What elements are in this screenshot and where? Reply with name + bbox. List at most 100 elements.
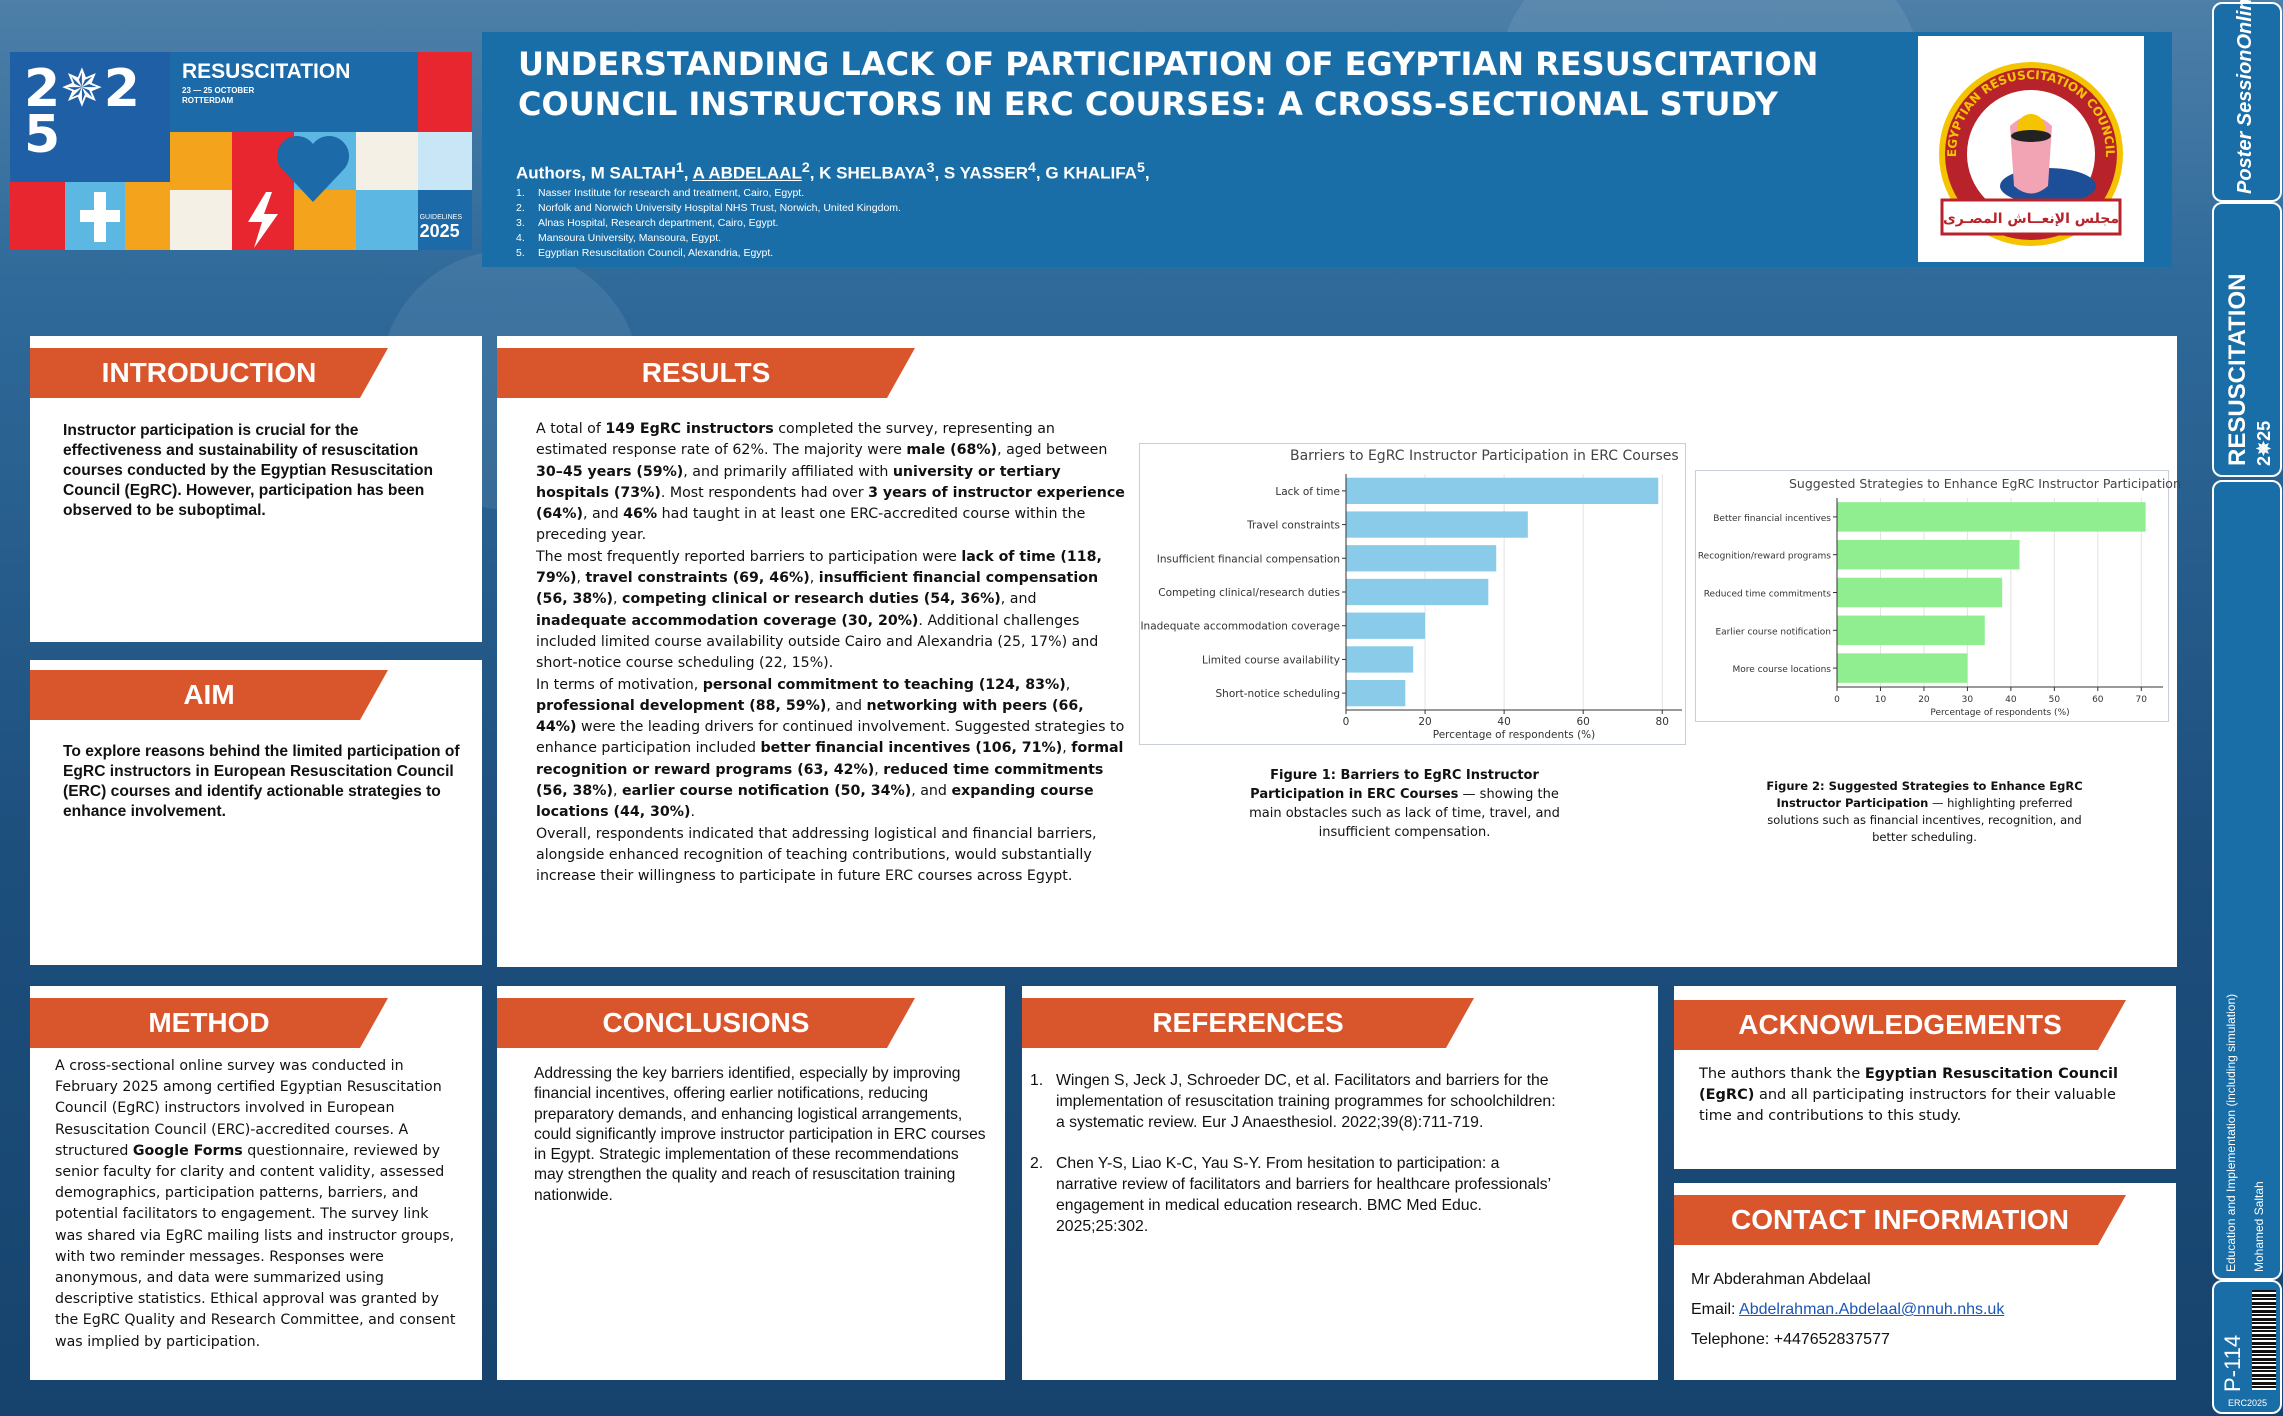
results-paragraph-1: A total of 149 EgRC instructors complete…: [536, 421, 1125, 544]
category-label: Insufficient financial compensation: [1157, 553, 1340, 565]
banner-year: 2✵25: [24, 59, 140, 165]
method-heading: METHOD: [30, 998, 388, 1048]
references-list: 1. Wingen S, Jeck J, Schroeder DC, et al.…: [1030, 1070, 1560, 1257]
acknowledgements-heading: ACKNOWLEDGEMENTS: [1674, 1000, 2126, 1050]
sidebar-category-text: Education and Implementation (including …: [2224, 993, 2238, 1272]
banner-city: ROTTERDAM: [182, 96, 234, 105]
sidebar-resus-year: 2✵25: [2254, 420, 2274, 466]
results-paragraph-3: In terms of motivation, personal commitm…: [536, 676, 1125, 821]
aim-text: To explore reasons behind the limited pa…: [63, 743, 460, 820]
bar: [1346, 511, 1528, 538]
bar: [1837, 539, 2020, 570]
author-5-aff: 5: [1136, 160, 1145, 176]
method-text: A cross-sectional online survey was cond…: [55, 1058, 456, 1350]
x-tick-label: 60: [1576, 716, 1589, 728]
x-tick-label: 40: [1497, 716, 1510, 728]
bar: [1346, 477, 1659, 505]
introduction-panel: INTRODUCTION Instructor participation is…: [30, 336, 482, 642]
figure-2-caption: Figure 2: Suggested Strategies to Enhanc…: [1762, 778, 2087, 846]
affiliation-text: Egyptian Resuscitation Council, Alexandr…: [538, 247, 774, 259]
category-label: Limited course availability: [1202, 654, 1340, 666]
x-tick-label: 20: [1418, 716, 1431, 728]
contact-email-label: Email:: [1691, 1301, 1740, 1318]
x-tick-label: 50: [2049, 695, 2061, 705]
author-3: , K SHELBAYA: [809, 163, 927, 183]
acknowledgements-text: The authors thank the Egyptian Resuscita…: [1699, 1064, 2119, 1127]
x-tick-label: 80: [1656, 716, 1669, 728]
conclusions-text: Addressing the key barriers identified, …: [534, 1065, 986, 1204]
conference-banner: 2✵25 RESUSCITATION 23 — 25 OCTOBER ROTTE…: [10, 52, 472, 250]
category-label: Lack of time: [1275, 486, 1340, 498]
figure-1-title: Barriers to EgRC Instructor Participatio…: [1290, 448, 1679, 464]
author-1: Authors, M SALTAH: [516, 163, 676, 183]
category-label: Recognition/reward programs: [1698, 552, 1831, 562]
affiliation-text: Alnas Hospital, Research department, Cai…: [538, 217, 779, 229]
figure-2-chart: 0 10 20 30 40 50 60 70 Better financial incentiv…: [1698, 498, 2163, 718]
category-label: Inadequate accommodation coverage: [1140, 621, 1340, 633]
bar: [1837, 653, 1968, 683]
acknowledgements-pre: The authors thank the: [1699, 1066, 1865, 1082]
author-5: , G KHALIFA: [1035, 163, 1137, 183]
x-tick-label: 10: [1875, 695, 1887, 705]
x-tick-label: 70: [2136, 695, 2148, 705]
egrc-logo-graphic: EGYPTIAN RESUSCITATION COUNCIL مجلس الإن…: [1939, 62, 2123, 246]
x-axis-label: Percentage of respondents (%): [1930, 708, 2069, 718]
figure-1: Barriers to EgRC Instructor Participatio…: [1139, 443, 1686, 745]
header-bar: [482, 32, 2172, 267]
sidebar-category: Education and Implementation (including …: [2212, 480, 2282, 1280]
conference-code: ERC2025: [2228, 1398, 2268, 1408]
bar: [1346, 646, 1414, 673]
logo-arabic-text: مجلس الإنعــاش المصـرى: [1943, 211, 2119, 227]
author-2: A ABDELAAL: [692, 163, 802, 183]
author-sep: ,: [683, 163, 693, 183]
references-panel: REFERENCES 1. Wingen S, Jeck J, Schroeder…: [1022, 986, 1658, 1380]
contact-email-link[interactable]: Abdelrahman.Abdelaal@nnuh.nhs.uk: [1739, 1301, 2005, 1318]
poster-id: P-114: [2220, 1334, 2245, 1392]
affiliation-number: 1.: [516, 187, 525, 199]
lightning-icon: [248, 192, 278, 248]
contact-panel: CONTACT INFORMATION Mr Abderahman Abdela…: [1674, 1183, 2176, 1380]
figure-1-caption-bold: Figure 1: Barriers to EgRC Instructor Pa…: [1250, 768, 1539, 802]
reference-text: Chen Y-S, Liao K-C, Yau S-Y. From hesita…: [1056, 1155, 1551, 1235]
results-heading: RESULTS: [497, 348, 915, 398]
figure-1-chart: 0 20 40 60 80 Lack of time Travel constraints I…: [1140, 474, 1682, 741]
reference-number: 2.: [1030, 1155, 1044, 1172]
reference-number: 1.: [1030, 1072, 1044, 1089]
author-1-aff: 1: [675, 160, 684, 176]
affiliation-number: 5.: [516, 247, 525, 259]
references-heading: REFERENCES: [1022, 998, 1474, 1048]
bar: [1837, 615, 1985, 646]
figure-2-caption-bold: Figure 2: Suggested Strategies to Enhanc…: [1766, 779, 2083, 810]
egrc-logo: EGYPTIAN RESUSCITATION COUNCIL مجلس الإن…: [1918, 36, 2144, 262]
author-4-aff: 4: [1028, 160, 1036, 176]
category-label: Travel constraints: [1246, 520, 1340, 532]
affiliation: 4. Mansoura University, Mansoura, Egypt.: [516, 231, 901, 246]
bar: [1346, 545, 1497, 572]
introduction-text: Instructor participation is crucial for …: [63, 422, 433, 519]
bar: [1837, 577, 2003, 608]
figure-2-title: Suggested Strategies to Enhance EgRC Ins…: [1789, 476, 2181, 491]
aim-panel: AIM To explore reasons behind the limite…: [30, 660, 482, 965]
category-label: Better financial incentives: [1713, 514, 1831, 524]
bar: [1346, 679, 1406, 707]
x-tick-label: 40: [2005, 695, 2017, 705]
contact-name: Mr Abderahman Abdelaal: [1691, 1271, 1871, 1288]
x-tick-label: 0: [1834, 695, 1840, 705]
sidebar-resus-word: RESUSCITATION: [2224, 273, 2251, 466]
x-tick-label: 0: [1343, 716, 1350, 728]
contact-phone: Telephone: +447652837577: [1691, 1331, 1890, 1348]
cross-icon: [80, 192, 120, 242]
author-2-aff: 2: [801, 160, 810, 176]
method-panel: METHOD A cross-sectional online survey w…: [30, 986, 482, 1380]
figure-2: Suggested Strategies to Enhance EgRC Ins…: [1695, 470, 2181, 722]
sidebar-presenter: Mohamed Saltah: [2252, 1181, 2266, 1272]
x-tick-label: 60: [2092, 695, 2104, 705]
results-paragraph-2: The most frequently reported barriers to…: [536, 548, 1102, 672]
x-axis-label: Percentage of respondents (%): [1433, 729, 1596, 741]
affiliation-text: Nasser Institute for research and treatm…: [538, 187, 805, 199]
results-panel: RESULTS A total of 149 EgRC instructors …: [497, 336, 2181, 967]
contact-email-line: Email: Abdelrahman.Abdelaal@nnuh.nhs.uk: [1691, 1295, 2151, 1325]
affiliation-number: 2.: [516, 202, 525, 214]
banner-guidelines-label: GUIDELINES: [419, 214, 462, 221]
sidebar-resuscitation: RESUSCITATION 2✵25: [2212, 202, 2282, 477]
